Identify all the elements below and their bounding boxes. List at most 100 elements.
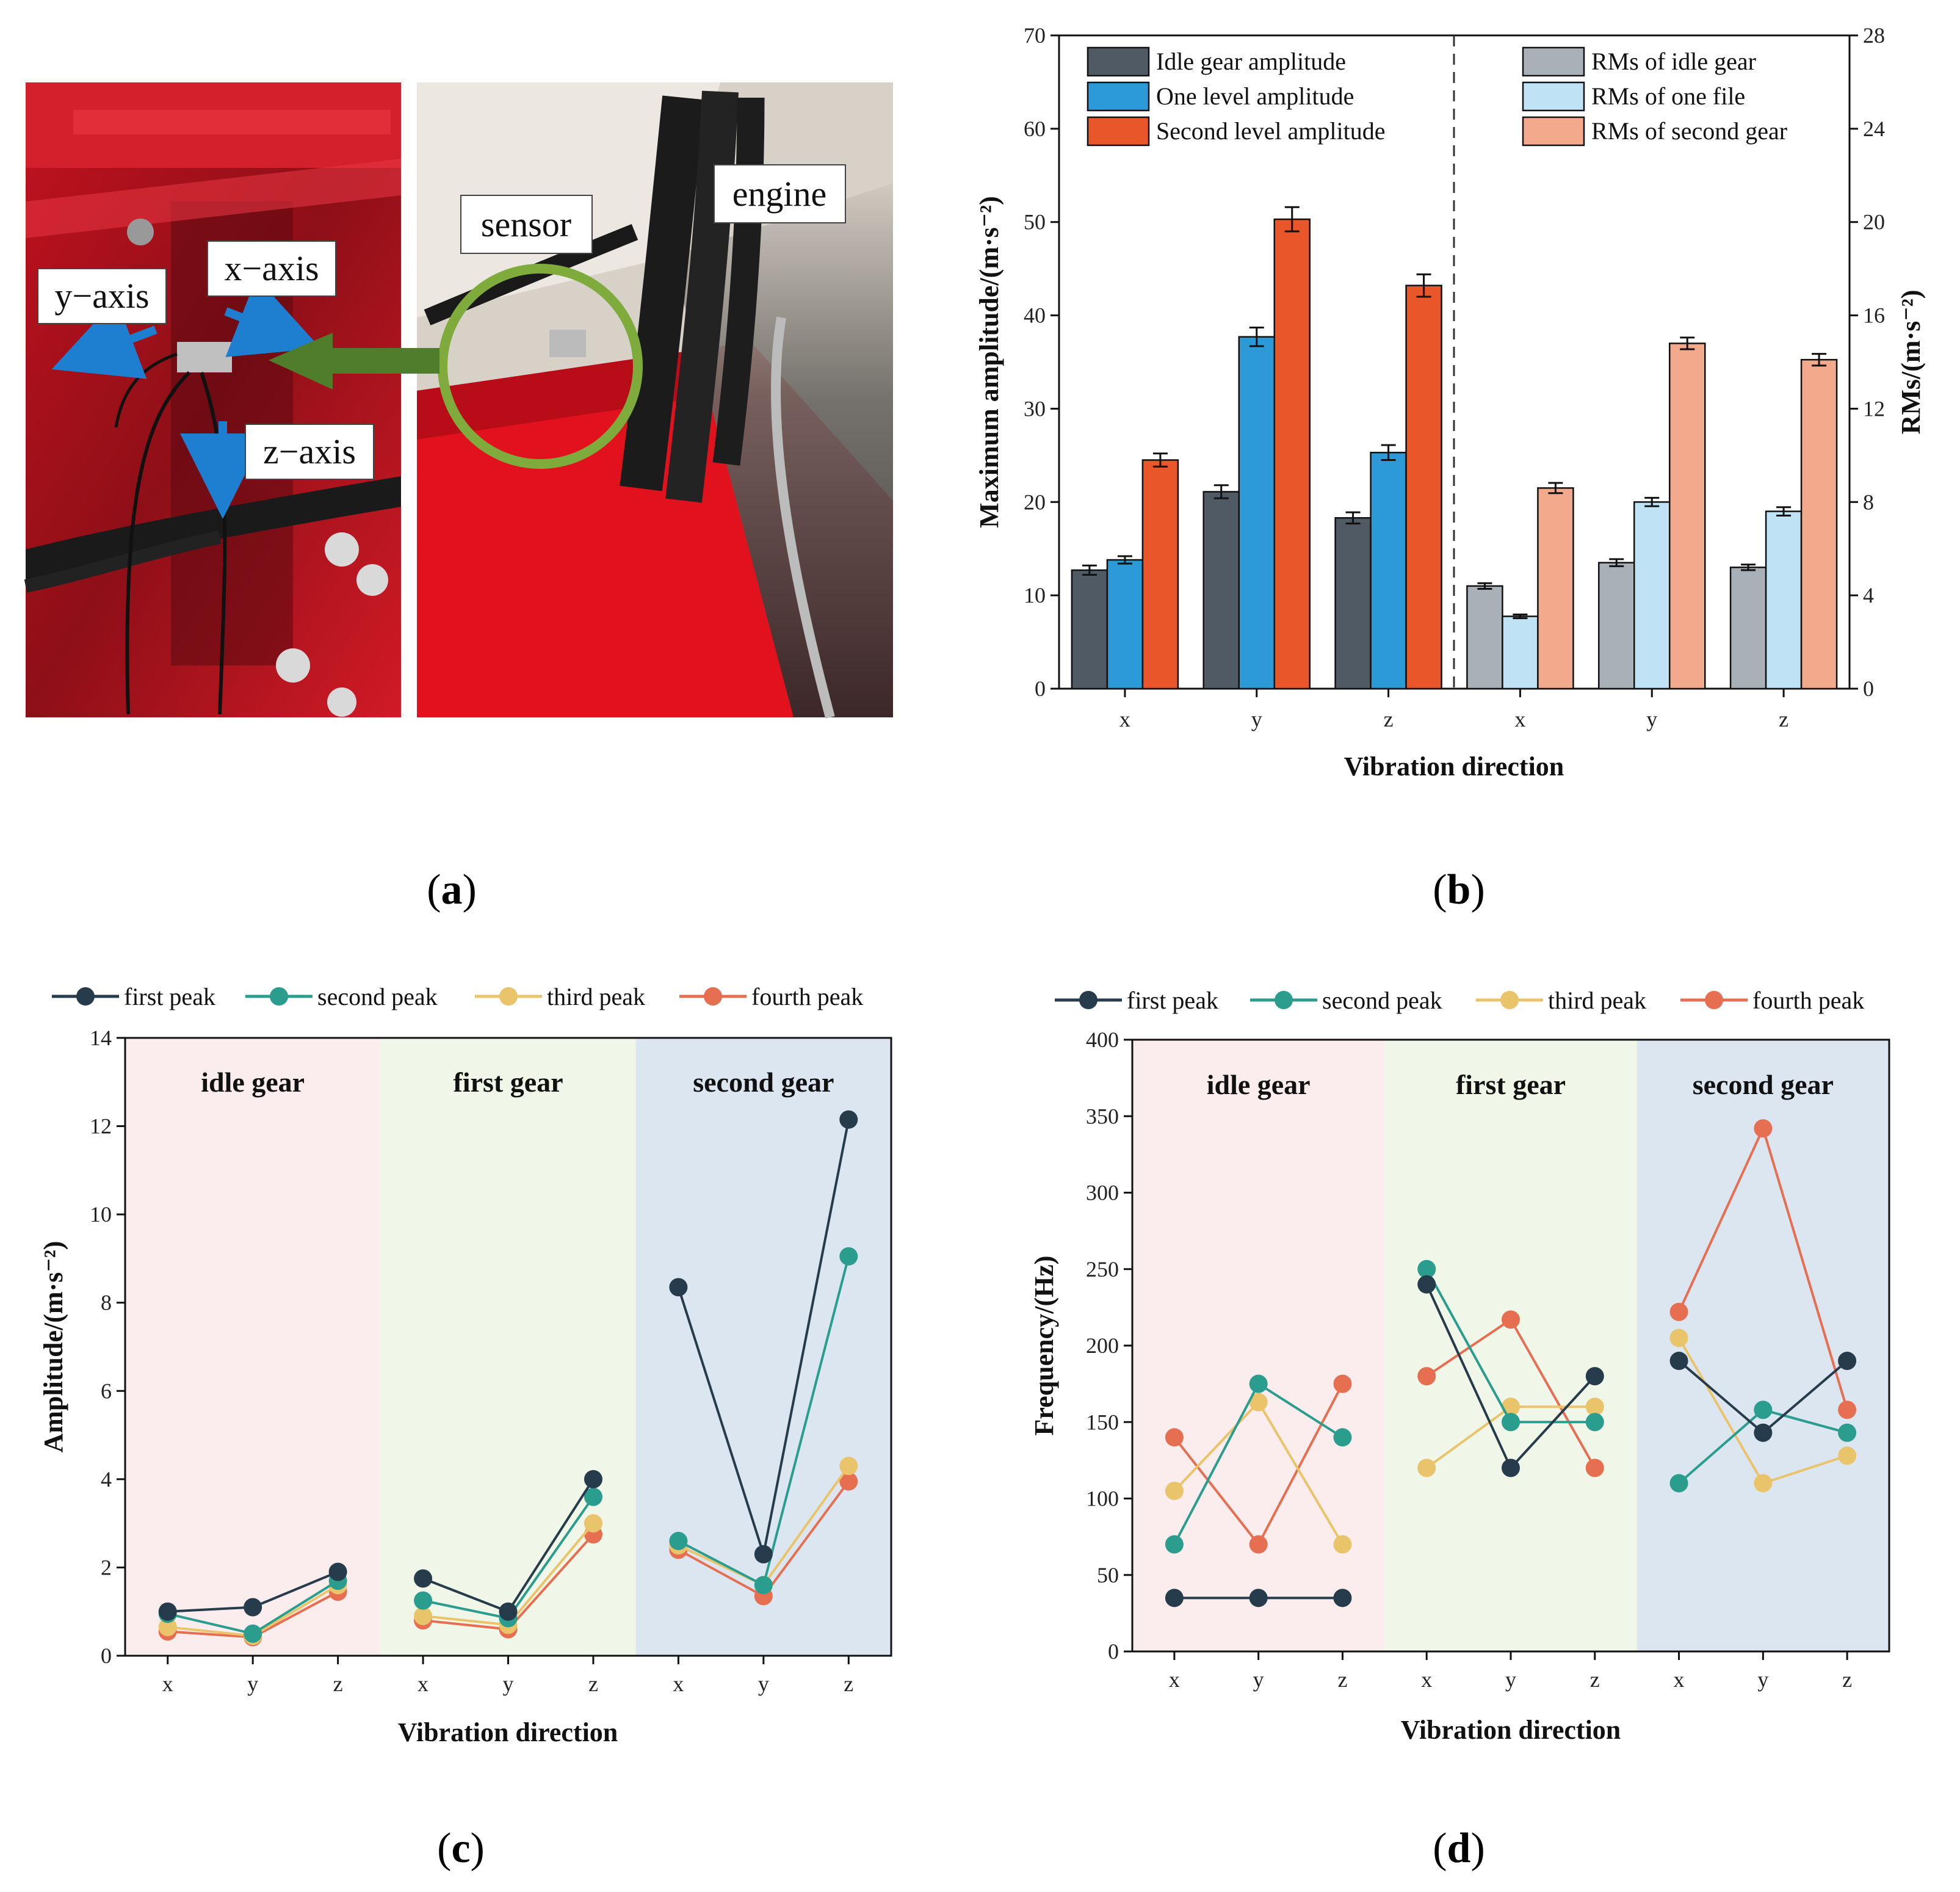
chart-d-xtick-label: x bbox=[1421, 1667, 1432, 1692]
chart-d-ytick-label: 150 bbox=[1086, 1410, 1119, 1434]
chart-d-point bbox=[1502, 1310, 1520, 1329]
chart-b-ytick-label: 0 bbox=[1035, 676, 1046, 701]
chart-c-xtick-label: z bbox=[333, 1672, 343, 1696]
panel-b-chart: 0 10 20 30 40 50 60 70 0 4 8 12 16 20 24 28 x y z x y z Idle g… bbox=[974, 23, 1926, 913]
chart-c-point bbox=[499, 1602, 518, 1621]
chart-c-ytick-label: 2 bbox=[101, 1555, 112, 1579]
chart-c-point bbox=[584, 1514, 602, 1533]
chart-c-point bbox=[584, 1470, 602, 1488]
chart-c-region bbox=[380, 1038, 636, 1656]
chart-d-xlabel: Vibration direction bbox=[1401, 1715, 1621, 1745]
chart-d-point bbox=[1165, 1535, 1184, 1554]
chart-d-legend-label: third peak bbox=[1548, 987, 1646, 1014]
chart-b-bar bbox=[1633, 501, 1671, 690]
panel-d-chart: idle gear first gear second gear 0 50 100 150… bbox=[1029, 987, 1890, 1872]
chart-d-xtick-label: x bbox=[1674, 1667, 1685, 1692]
chart-b-xtick-label: y bbox=[1251, 707, 1262, 731]
chart-d-region bbox=[1132, 1040, 1385, 1651]
chart-d-point bbox=[1502, 1459, 1520, 1477]
chart-d-xtick-label: y bbox=[1757, 1667, 1768, 1692]
photo-right-frame: sensor engine bbox=[269, 82, 893, 719]
chart-d-region bbox=[1384, 1040, 1637, 1651]
chart-d-point bbox=[1502, 1413, 1520, 1432]
chart-c-legend-marker bbox=[704, 987, 722, 1006]
chart-d-legend-marker bbox=[1500, 991, 1519, 1009]
chart-b-ytick-label: 70 bbox=[1024, 23, 1046, 48]
chart-d-ytick-label: 0 bbox=[1108, 1639, 1119, 1664]
chart-b-ytick-right-label: 12 bbox=[1863, 396, 1885, 421]
chart-d-point bbox=[1333, 1428, 1352, 1447]
chart-c-legend-label: second peak bbox=[317, 983, 438, 1010]
chart-b-legend-label: One level amplitude bbox=[1156, 82, 1354, 110]
chart-b-legend-label: RMs of idle gear bbox=[1591, 48, 1756, 75]
chart-d-point bbox=[1249, 1535, 1268, 1554]
chart-b-bar bbox=[1334, 517, 1372, 690]
chart-b-legend-swatch bbox=[1087, 81, 1150, 112]
chart-c-region bbox=[125, 1038, 381, 1656]
chart-c-xtick-label: y bbox=[247, 1672, 258, 1696]
chart-d-legend-marker bbox=[1275, 991, 1293, 1009]
chart-b-plot-area bbox=[1058, 34, 1851, 690]
chart-c-point bbox=[414, 1591, 433, 1610]
chart-c-legend-marker bbox=[76, 987, 95, 1006]
panel-letter-a: a bbox=[441, 866, 463, 913]
chart-c-ytick-label: 6 bbox=[101, 1379, 112, 1403]
chart-d-xtick-label: y bbox=[1505, 1667, 1516, 1692]
chart-b-bar bbox=[1238, 336, 1275, 690]
x-axis-label: x−axis bbox=[224, 248, 319, 288]
panel-label-a: (a) bbox=[427, 866, 477, 913]
chart-d-point bbox=[1754, 1401, 1773, 1419]
chart-c-xtick-label: y bbox=[503, 1672, 514, 1696]
chart-b-ytick-label: 10 bbox=[1024, 583, 1046, 607]
chart-d-ytick-label: 200 bbox=[1086, 1333, 1119, 1358]
chart-d-region-title: first gear bbox=[1456, 1069, 1566, 1100]
z-axis-label: z−axis bbox=[263, 432, 356, 471]
chart-b-ytick-right-label: 20 bbox=[1863, 210, 1885, 234]
chart-d-xtick-label: x bbox=[1169, 1667, 1180, 1692]
chart-c-xtick-label: y bbox=[758, 1672, 769, 1696]
chart-b-ytick-right-label: 4 bbox=[1863, 583, 1874, 607]
sensor-arrow bbox=[269, 333, 439, 390]
chart-b-bar bbox=[1502, 615, 1539, 690]
chart-b-legend-label: RMs of second gear bbox=[1591, 117, 1787, 145]
sensor-label: sensor bbox=[481, 205, 571, 244]
chart-d-point bbox=[1754, 1119, 1773, 1138]
chart-d-point bbox=[1165, 1428, 1184, 1447]
chart-b-ytick-right-label: 28 bbox=[1863, 23, 1885, 48]
chart-b-ytick-right-label: 0 bbox=[1863, 676, 1874, 701]
chart-b-bar bbox=[1729, 567, 1767, 690]
engine-label: engine bbox=[732, 174, 827, 214]
chart-c-region-title: idle gear bbox=[201, 1067, 305, 1098]
chart-d-point bbox=[1417, 1260, 1436, 1278]
chart-b-ytick-right-label: 8 bbox=[1863, 490, 1874, 514]
chart-d-legend-label: first peak bbox=[1127, 987, 1218, 1014]
chart-c-point bbox=[584, 1487, 602, 1506]
chart-d-point bbox=[1838, 1446, 1857, 1465]
chart-d-legend-marker bbox=[1079, 991, 1098, 1009]
chart-b-bar bbox=[1405, 285, 1442, 690]
chart-c-ytick-label: 0 bbox=[101, 1644, 112, 1668]
panel-a-photo: y−axis x−axis z−axis sensor engine bbox=[24, 82, 893, 913]
chart-b-legend-label: Idle gear amplitude bbox=[1156, 48, 1346, 75]
chart-d-point bbox=[1249, 1589, 1268, 1607]
chart-d-point bbox=[1585, 1397, 1604, 1416]
chart-d-legend-label: fourth peak bbox=[1752, 987, 1864, 1014]
chart-d-region-title: idle gear bbox=[1207, 1069, 1311, 1100]
chart-c-point bbox=[414, 1569, 433, 1588]
chart-b-xtick-label: x bbox=[1119, 707, 1130, 731]
chart-c-point bbox=[414, 1606, 433, 1625]
chart-b-bar bbox=[1800, 358, 1838, 690]
chart-d-point bbox=[1165, 1589, 1184, 1607]
chart-d-point bbox=[1333, 1589, 1352, 1607]
chart-c-point bbox=[754, 1576, 773, 1595]
chart-c-point bbox=[839, 1247, 858, 1266]
chart-b-bar bbox=[1537, 487, 1574, 690]
chart-d-point bbox=[1417, 1367, 1436, 1386]
chart-b-ytick-label: 50 bbox=[1024, 210, 1046, 234]
chart-d-point bbox=[1669, 1352, 1688, 1371]
chart-b-legend-label: Second level amplitude bbox=[1156, 117, 1385, 145]
chart-d-legend-label: second peak bbox=[1322, 987, 1442, 1014]
chart-b-legend-swatch bbox=[1522, 116, 1585, 147]
chart-d-xtick-label: y bbox=[1253, 1667, 1264, 1692]
chart-c-xtick-label: x bbox=[418, 1672, 429, 1696]
